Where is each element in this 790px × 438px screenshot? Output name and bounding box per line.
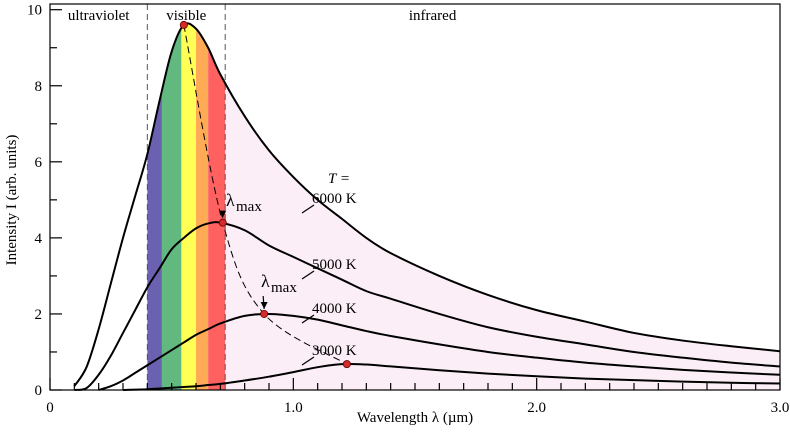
y-tick-label: 2 (35, 307, 43, 323)
peak-dot (342, 360, 351, 369)
spectrum-band (196, 23, 209, 390)
infrared-fill (225, 83, 780, 390)
y-tick-label: 8 (35, 79, 43, 95)
y-axis-label: Intensity I (arb. units) (4, 135, 20, 266)
peak-label-subscript: max (271, 280, 297, 296)
spectrum-band (208, 23, 226, 390)
label-leader (301, 356, 315, 366)
peak-dot (218, 218, 227, 227)
series-label: 3000 K (312, 343, 357, 359)
peak-dot (260, 309, 269, 318)
y-tick-label: 0 (35, 383, 43, 399)
series-line (98, 312, 781, 391)
x-tick-label: 2.0 (527, 400, 546, 416)
series-label: 4000 K (312, 301, 357, 317)
peak-trace (183, 24, 348, 365)
region-label: ultraviolet (68, 8, 130, 24)
peak-label-subscript: max (236, 199, 262, 215)
region-label: visible (166, 8, 206, 24)
temperature-label: T = (328, 171, 350, 187)
spectrum-band (147, 23, 162, 390)
x-tick-label: 1.0 (284, 400, 303, 416)
fills (147, 23, 780, 390)
peak-dot (179, 20, 188, 29)
spectrum-band (161, 23, 182, 390)
series-label: 6000 K (312, 191, 357, 207)
series-line (122, 362, 781, 391)
label-leader (301, 204, 315, 214)
x-tick-label: 3.0 (771, 400, 790, 416)
label-leader (301, 270, 315, 280)
x-tick-label: 0 (46, 400, 54, 416)
peak-arrowhead (219, 210, 227, 218)
series-line (74, 221, 781, 391)
region-label: infrared (409, 8, 457, 24)
peak-label-symbol: λ (261, 271, 270, 291)
y-tick-label: 10 (27, 3, 42, 19)
y-tick-label: 4 (35, 231, 43, 247)
series-line (73, 22, 781, 387)
spectrum-group (147, 23, 226, 390)
peak-label-symbol: λ (226, 190, 235, 210)
y-tick-label: 6 (35, 155, 43, 171)
label-leader (301, 314, 315, 324)
infrared-group (225, 83, 780, 390)
spectrum-band (181, 23, 196, 390)
series-label: 5000 K (312, 257, 357, 273)
peak-arrowhead (260, 301, 268, 309)
x-axis-label: Wavelength λ (µm) (357, 410, 473, 426)
